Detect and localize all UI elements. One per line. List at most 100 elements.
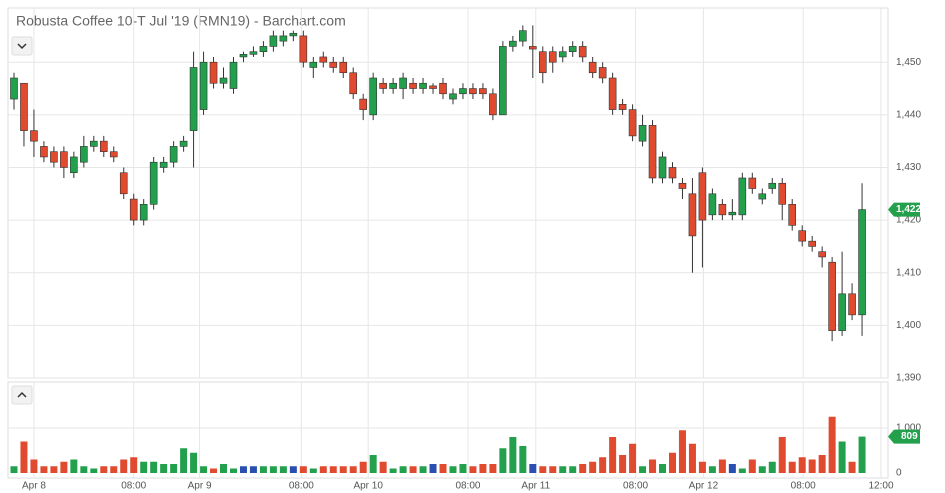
- candle-body: [598, 67, 607, 79]
- candle-body: [658, 156, 667, 179]
- volume-tag-label: 809: [901, 431, 918, 442]
- candle-body: [419, 82, 427, 89]
- candle-body: [838, 293, 846, 331]
- candle-body: [469, 88, 477, 95]
- volume-bar: [60, 461, 68, 473]
- volume-bar: [40, 466, 48, 473]
- candle-body: [50, 151, 58, 163]
- candle-body: [80, 146, 88, 163]
- volume-bar: [728, 463, 736, 473]
- volume-bar: [589, 461, 597, 473]
- y-tick-label: 1,410: [896, 267, 921, 278]
- volume-bar: [289, 466, 297, 473]
- volume-bar: [798, 457, 806, 473]
- volume-bar: [439, 463, 447, 473]
- price-tag-label: 1,422: [896, 204, 921, 215]
- volume-bar: [160, 463, 168, 473]
- price-tag: [888, 202, 920, 217]
- candle-body: [578, 46, 587, 58]
- volume-bar: [668, 452, 676, 473]
- volume-bar: [718, 459, 726, 473]
- candle-body: [618, 104, 627, 110]
- candle-body: [778, 182, 787, 205]
- x-tick-label: Apr 10: [353, 481, 383, 492]
- volume-bar: [319, 466, 327, 473]
- volume-bar: [429, 463, 437, 473]
- volume-bar: [349, 466, 357, 473]
- volume-bar: [220, 463, 228, 473]
- volume-bar: [629, 443, 637, 473]
- volume-bar: [499, 448, 507, 473]
- volume-bar: [559, 466, 567, 473]
- volume-bar: [649, 459, 657, 473]
- x-tick-label: Apr 12: [689, 481, 719, 492]
- candle-body: [548, 51, 557, 63]
- volume-bar: [399, 466, 407, 473]
- volume-bar: [818, 454, 826, 473]
- volume-bar: [10, 466, 18, 473]
- candle-body: [558, 51, 567, 58]
- volume-bar: [688, 443, 696, 473]
- candle-body: [139, 204, 148, 221]
- expand-button[interactable]: [11, 385, 33, 405]
- candle-body: [189, 67, 198, 131]
- candle-body: [179, 140, 188, 147]
- candle-body: [608, 77, 617, 110]
- volume-bar: [768, 461, 776, 473]
- volume-bar: [569, 466, 577, 473]
- candle-body: [299, 35, 308, 63]
- y-tick-label: 1,450: [896, 57, 921, 68]
- volume-bar: [389, 468, 397, 473]
- candle-body: [109, 151, 118, 158]
- volume-bar: [379, 461, 387, 473]
- candle-body: [349, 72, 358, 95]
- volume-bar: [409, 466, 417, 473]
- x-tick-label: 08:00: [289, 481, 314, 492]
- volume-bar: [419, 466, 427, 473]
- candle-body: [339, 61, 348, 74]
- candle-body: [389, 82, 397, 89]
- candle-body: [758, 193, 767, 200]
- volume-bar: [30, 459, 38, 473]
- x-tick-label: Apr 8: [22, 481, 46, 492]
- volume-bar: [738, 468, 746, 473]
- volume-bar: [269, 466, 277, 473]
- candle-body: [159, 161, 168, 168]
- candle-body: [648, 125, 657, 179]
- volume-bar: [519, 445, 527, 473]
- candle-body: [369, 77, 377, 116]
- candle-body: [229, 61, 238, 89]
- collapse-button[interactable]: [11, 36, 33, 56]
- volume-bar: [80, 466, 88, 473]
- volume-bar: [599, 457, 607, 473]
- candle-body: [329, 61, 338, 68]
- x-tick-label: Apr 9: [188, 481, 212, 492]
- candle-body: [20, 82, 28, 131]
- volume-bar: [659, 463, 667, 473]
- volume-bar: [110, 466, 118, 473]
- volume-bar: [539, 466, 547, 473]
- y-tick-label: 1,420: [896, 215, 921, 226]
- candle-body: [169, 146, 178, 163]
- volume-bar: [469, 466, 477, 473]
- volume-bar: [130, 457, 138, 473]
- volume-bar: [838, 441, 846, 473]
- volume-bar: [369, 454, 377, 473]
- candle-body: [728, 211, 737, 216]
- candle-body: [628, 109, 637, 137]
- candle-body: [718, 204, 727, 216]
- candle-body: [788, 204, 797, 226]
- y-tick-label: 1,390: [896, 373, 921, 384]
- candle-body: [70, 156, 78, 174]
- volume-bar: [698, 461, 706, 473]
- volume-bar: [200, 466, 208, 473]
- volume-bar: [529, 463, 537, 473]
- volume-bar: [70, 459, 78, 473]
- volume-bar: [509, 436, 517, 473]
- candle-body: [808, 240, 816, 247]
- candle-body: [359, 98, 367, 110]
- candle-body: [309, 61, 318, 68]
- volume-bar: [170, 463, 178, 473]
- x-tick-label: 08:00: [121, 481, 146, 492]
